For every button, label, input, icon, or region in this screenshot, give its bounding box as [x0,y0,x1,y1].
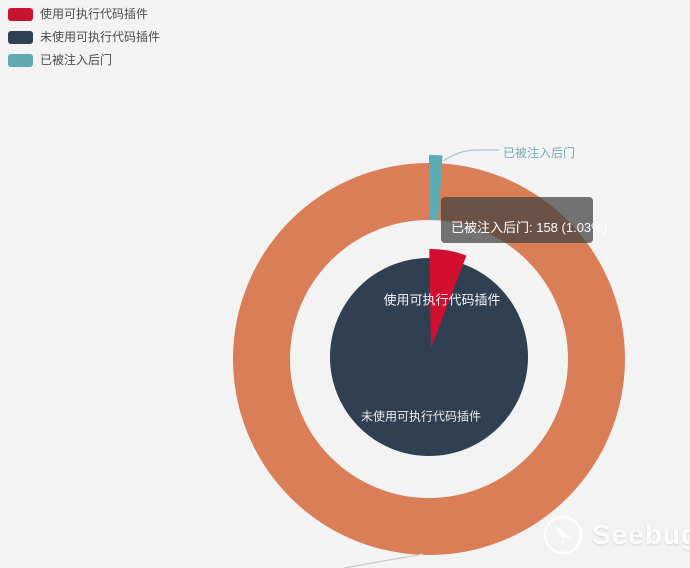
legend-swatch-navy-icon [8,31,33,44]
legend-swatch-teal-icon [8,54,33,67]
legend-item-executable[interactable]: 使用可执行代码插件 [8,8,160,21]
legend-item-backdoor[interactable]: 已被注入后门 [8,54,160,67]
legend-label: 已被注入后门 [40,53,113,67]
tooltip: 已被注入后门: 158 (1.03%) [441,197,607,243]
outer-ring-slice-backdoor[interactable] [429,155,443,221]
inner-pie-slice-not-executable[interactable] [330,258,528,456]
inner-pie-slice-executable[interactable] [429,249,467,348]
watermark-text: Seebug [592,519,690,550]
callout-label-backdoor: 已被注入后门 [503,146,576,160]
tooltip-text: 已被注入后门: 158 (1.03%) [451,220,608,235]
inner-pie-label-executable: 使用可执行代码插件 [383,292,501,308]
legend: 使用可执行代码插件 未使用可执行代码插件 已被注入后门 [8,8,160,67]
inner-pie-label-not-executable: 未使用可执行代码插件 [360,409,482,424]
callout-leader-line [442,149,499,162]
legend-swatch-red-icon [8,8,33,21]
legend-item-not-executable[interactable]: 未使用可执行代码插件 [8,31,160,44]
seebug-logo-icon [543,515,583,555]
seebug-watermark: Seebug [542,514,690,556]
bottom-leader-line [343,553,424,568]
legend-label: 使用可执行代码插件 [40,7,149,21]
legend-label: 未使用可执行代码插件 [40,30,161,44]
